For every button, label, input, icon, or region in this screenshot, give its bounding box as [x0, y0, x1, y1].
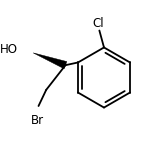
Text: Cl: Cl [92, 17, 104, 30]
Polygon shape [33, 53, 67, 69]
Text: Br: Br [30, 114, 43, 127]
Text: HO: HO [0, 43, 18, 56]
